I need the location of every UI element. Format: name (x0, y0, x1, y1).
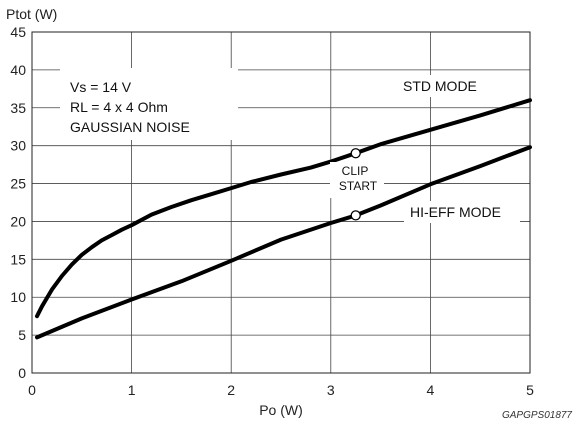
x-tick-label-4: 4 (427, 382, 435, 398)
condition-rl: RL = 4 x 4 Ohm (70, 99, 168, 115)
conditions-box (60, 68, 238, 140)
x-tick-label-0: 0 (28, 382, 36, 398)
std-mode-label-bg (396, 75, 502, 97)
condition-noise: GAUSSIAN NOISE (70, 119, 190, 135)
hi-eff-mode-label-bg (404, 201, 520, 223)
y-tick-labels: 0 5 10 15 20 25 30 35 40 45 (10, 24, 26, 381)
figure-code: GAPGPS01877 (502, 410, 572, 421)
x-tick-label-2: 2 (227, 382, 235, 398)
std-mode-label: STD MODE (403, 78, 477, 94)
y-axis-label: Ptot (W) (6, 6, 57, 22)
plot-frame (31, 31, 531, 374)
y-tick-label-1: 5 (18, 327, 26, 343)
y-tick-label-5: 25 (10, 176, 26, 192)
condition-vs: Vs = 14 V (70, 79, 132, 95)
y-tick-label-8: 40 (10, 62, 26, 78)
x-axis-label: Po (W) (259, 402, 303, 418)
x-tick-label-1: 1 (128, 382, 136, 398)
y-tick-label-7: 35 (10, 100, 26, 116)
y-tick-label-9: 45 (10, 24, 26, 40)
clip-markers (350, 148, 361, 221)
y-tick-label-0: 0 (18, 365, 26, 381)
hi-eff-mode-label: HI-EFF MODE (410, 204, 501, 220)
x-tick-labels: 0 1 2 3 4 5 (28, 382, 534, 398)
y-tick-label-4: 20 (10, 213, 26, 229)
x-tick-label-5: 5 (526, 382, 534, 398)
clip-start-label-line2: START (339, 179, 378, 193)
y-tick-label-6: 30 (10, 138, 26, 154)
series-line-1 (35, 145, 532, 340)
clip-start-label-bg (330, 162, 384, 198)
clip-point-1 (350, 210, 361, 221)
clip-point-0 (350, 148, 361, 159)
clip-start-label-line1: CLIP (342, 164, 369, 178)
y-tick-label-3: 15 (10, 251, 26, 267)
x-tick-label-3: 3 (327, 382, 335, 398)
y-tick-label-2: 10 (10, 289, 26, 305)
